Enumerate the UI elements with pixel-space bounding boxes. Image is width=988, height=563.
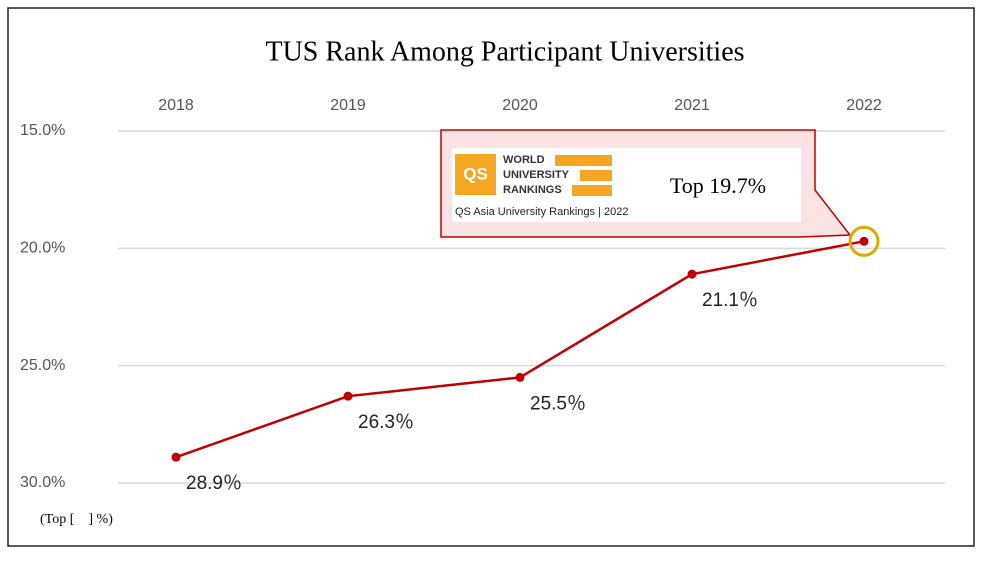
callout-inner xyxy=(452,148,801,222)
x-tick-label: 2018 xyxy=(158,97,194,114)
logo-caption: QS Asia University Rankings | 2022 xyxy=(455,206,628,218)
logo-bar xyxy=(555,155,612,166)
x-tick-label: 2019 xyxy=(330,97,366,114)
x-tick-label: 2021 xyxy=(674,97,710,114)
point xyxy=(687,269,697,279)
value-label: 25.5％ xyxy=(530,393,586,414)
logo-line: UNIVERSITY xyxy=(503,169,570,181)
qs-logo xyxy=(455,154,496,195)
value-label: 21.1％ xyxy=(702,290,758,311)
chart-frame xyxy=(7,7,975,547)
y-tick-label: 25.0% xyxy=(20,357,65,374)
callout: QS WORLD UNIVERSITY RANKINGS QS Asia Uni… xyxy=(440,129,852,238)
highlight-ring xyxy=(848,225,880,257)
value-label: Top 19.7% xyxy=(670,173,766,198)
logo-line: WORLD xyxy=(503,154,545,166)
chart-title: TUS Rank Among Participant Universities xyxy=(265,36,744,67)
point xyxy=(343,391,353,401)
y-tick-label: 30.0% xyxy=(20,474,65,491)
point xyxy=(515,372,525,382)
x-tick-label: 2022 xyxy=(846,97,882,114)
value-label: 26.3％ xyxy=(358,412,414,433)
y-axis-label: (Top [ ] %) xyxy=(40,512,113,527)
x-tick-label: 2020 xyxy=(502,97,538,114)
logo-bar xyxy=(572,185,612,196)
y-tick-label: 15.0% xyxy=(20,122,65,139)
value-label: 28.9％ xyxy=(186,473,242,494)
y-tick-label: 20.0% xyxy=(20,240,65,257)
point xyxy=(171,452,181,462)
point xyxy=(859,236,869,246)
qs-logo-text: QS xyxy=(463,164,488,183)
logo-line: RANKINGS xyxy=(503,184,562,196)
logo-bar xyxy=(580,170,612,181)
